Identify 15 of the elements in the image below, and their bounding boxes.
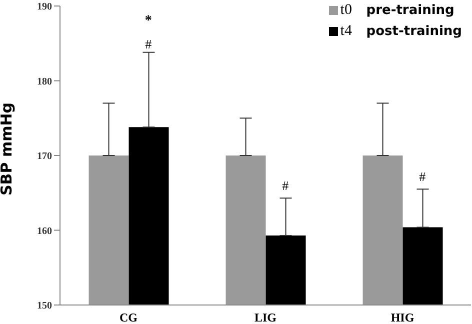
x-tick-label: CG [120,310,138,324]
y-tick-label: 180 [37,76,52,88]
x-tick-label: LIG [254,310,277,324]
annotation: # [145,36,152,52]
y-tick-label: 170 [37,151,52,162]
legend-label: t0 pre-training [340,2,454,19]
y-tick-label: 160 [37,226,52,237]
legend-label: t4 post-training [340,23,462,40]
x-tick-label: HIG [390,310,414,324]
y-axis-title: SBP mmHg [0,102,16,196]
y-tick-label: 150 [37,300,52,312]
annotation: * [144,13,152,28]
y-tick-label: 190 [37,2,52,13]
annotation: # [282,178,290,194]
annotation: # [419,169,426,184]
